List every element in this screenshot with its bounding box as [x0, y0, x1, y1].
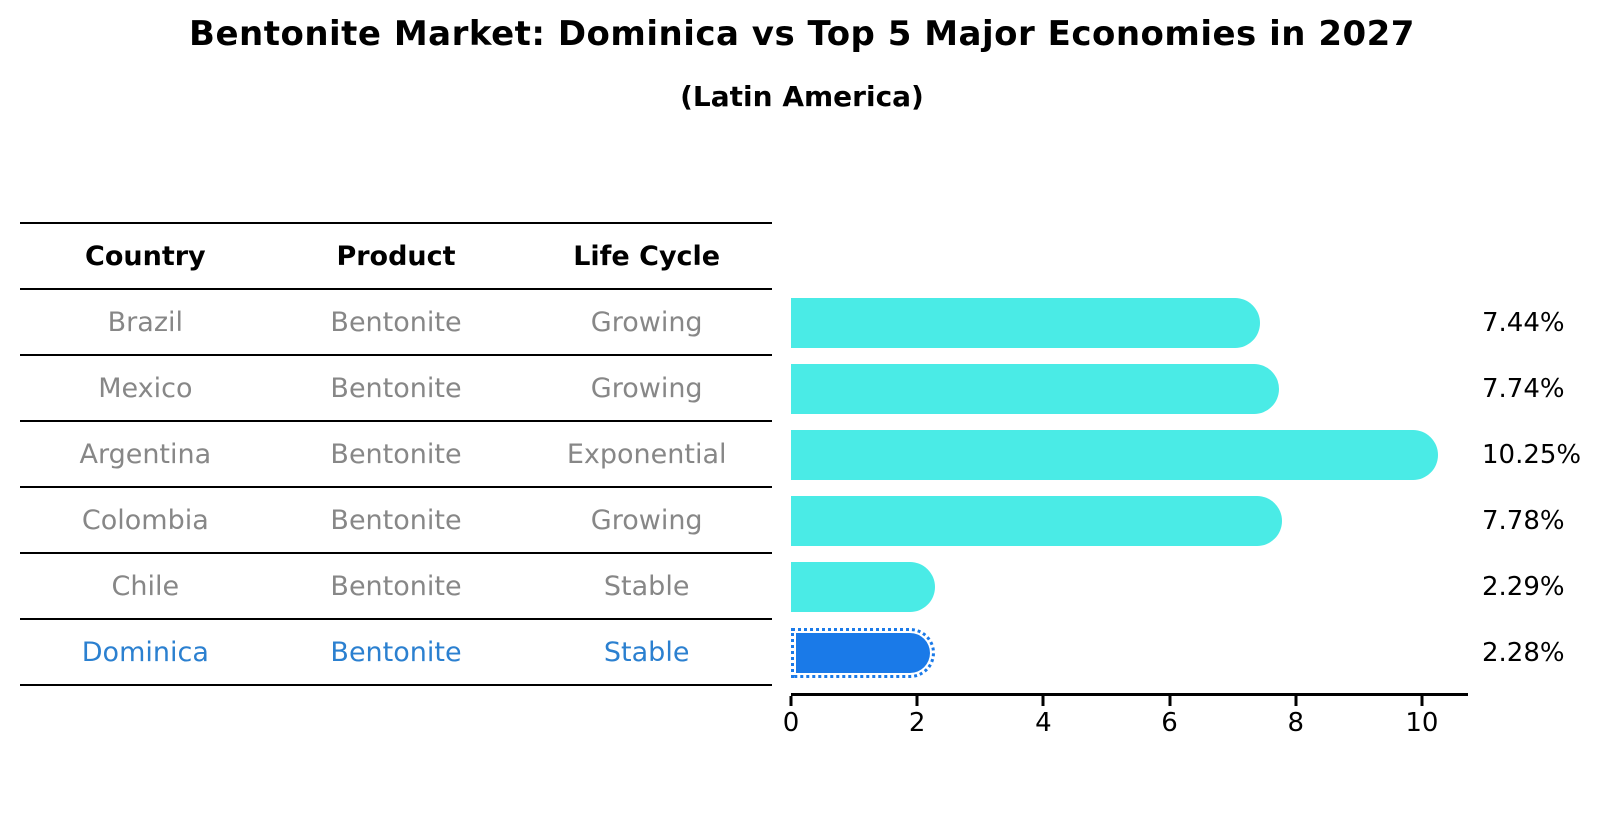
bar-brazil: [791, 298, 1261, 348]
x-tick-label: 8: [1287, 708, 1305, 738]
table-row-chile: Chile Bentonite Stable: [20, 554, 772, 620]
bar-chile: [791, 562, 936, 612]
x-tick-label: 0: [782, 708, 800, 738]
value-label-mexico: 7.74%: [1482, 374, 1565, 404]
bar-mexico: [791, 364, 1280, 414]
cell-life-cycle: Stable: [603, 636, 690, 668]
cell-life-cycle: Stable: [603, 570, 690, 602]
table-row-colombia: Colombia Bentonite Growing: [20, 488, 772, 554]
cell-country: Brazil: [107, 306, 184, 338]
cell-product: Bentonite: [330, 570, 462, 602]
cell-country: Dominica: [81, 636, 209, 668]
cell-life-cycle: Exponential: [566, 438, 727, 470]
bar-row-mexico: [791, 356, 1468, 422]
cell-life-cycle: Growing: [590, 306, 703, 338]
bar-plot-area: [791, 290, 1468, 686]
table-row-brazil: Brazil Bentonite Growing: [20, 290, 772, 356]
bar-row-argentina: [791, 422, 1468, 488]
bar-row-brazil: [791, 290, 1468, 356]
cell-life-cycle: Growing: [590, 504, 703, 536]
x-tick: [1041, 696, 1045, 706]
x-tick: [1168, 696, 1172, 706]
column-header-life-cycle: Life Cycle: [573, 240, 721, 272]
x-tick-label: 4: [1035, 708, 1052, 738]
cell-country: Argentina: [79, 438, 212, 470]
bar-row-colombia: [791, 488, 1468, 554]
x-axis: 0 2 4 6 8 10: [783, 693, 1468, 743]
x-tick: [915, 696, 919, 706]
chart-subtitle: (Latin America): [680, 80, 924, 113]
bar-row-dominica: [791, 620, 1468, 686]
bar-colombia: [791, 496, 1282, 546]
cell-country: Colombia: [81, 504, 209, 536]
x-axis-line: [791, 693, 1468, 696]
x-tick: [1294, 696, 1298, 706]
cell-country: Chile: [111, 570, 180, 602]
x-tick: [789, 696, 793, 706]
value-label-column: 7.44% 7.74% 10.25% 7.78% 2.29% 2.28%: [1482, 290, 1602, 686]
column-header-country: Country: [85, 240, 206, 272]
cell-product: Bentonite: [330, 504, 462, 536]
bar-argentina: [791, 430, 1438, 480]
table-row-dominica: Dominica Bentonite Stable: [20, 620, 772, 686]
cell-product: Bentonite: [330, 636, 462, 668]
value-label-argentina: 10.25%: [1482, 440, 1582, 470]
x-tick-label: 10: [1405, 708, 1439, 738]
x-tick-label: 2: [908, 708, 926, 738]
value-label-colombia: 7.78%: [1482, 506, 1565, 536]
value-label-dominica: 2.28%: [1482, 638, 1565, 668]
x-tick: [1420, 696, 1424, 706]
bar-dominica-highlighted: [791, 628, 935, 678]
cell-country: Mexico: [98, 372, 193, 404]
bar-dominica-fill: [796, 633, 930, 673]
data-table: Country Product Life Cycle Brazil Benton…: [20, 222, 772, 686]
cell-product: Bentonite: [330, 372, 462, 404]
table-header-row: Country Product Life Cycle: [20, 222, 772, 290]
value-label-brazil: 7.44%: [1482, 308, 1565, 338]
value-label-chile: 2.29%: [1482, 572, 1565, 602]
table-row-mexico: Mexico Bentonite Growing: [20, 356, 772, 422]
x-tick-label: 6: [1161, 708, 1178, 738]
table-row-argentina: Argentina Bentonite Exponential: [20, 422, 772, 488]
column-header-product: Product: [336, 240, 456, 272]
cell-life-cycle: Growing: [590, 372, 703, 404]
cell-product: Bentonite: [330, 306, 462, 338]
chart-title: Bentonite Market: Dominica vs Top 5 Majo…: [189, 14, 1415, 54]
bar-row-chile: [791, 554, 1468, 620]
cell-product: Bentonite: [330, 438, 462, 470]
